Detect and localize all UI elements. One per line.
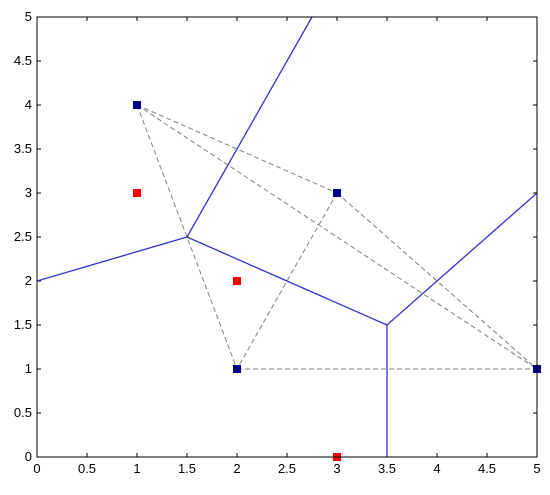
x-tick-label: 0.5 xyxy=(78,461,96,476)
delaunay-edges xyxy=(136,104,538,370)
x-tick-label: 5 xyxy=(533,461,540,476)
voronoi-edge xyxy=(36,236,188,282)
x-tick-label: 0 xyxy=(33,461,40,476)
voronoi-edges xyxy=(36,16,538,457)
query-point-marker xyxy=(133,189,141,197)
x-tick-label: 4 xyxy=(433,461,440,476)
y-tick-label: 4.5 xyxy=(14,53,32,68)
y-tick-label: 3.5 xyxy=(14,141,32,156)
x-tick-label: 2.5 xyxy=(278,461,296,476)
x-tick-label: 3 xyxy=(333,461,340,476)
delaunay-edge xyxy=(136,104,238,370)
site-point-marker xyxy=(133,101,141,109)
x-tick-label: 4.5 xyxy=(478,461,496,476)
x-tick-label: 3.5 xyxy=(378,461,396,476)
delaunay-edge xyxy=(336,192,538,370)
y-tick-label: 0 xyxy=(25,449,32,464)
voronoi-edge xyxy=(186,16,313,238)
site-point-marker xyxy=(233,365,241,373)
voronoi-edge xyxy=(186,236,388,326)
plot-frame xyxy=(36,16,538,458)
voronoi-edge xyxy=(386,192,538,326)
y-tick-label: 2.5 xyxy=(14,229,32,244)
plot-area xyxy=(37,17,537,457)
y-tick-label: 1.5 xyxy=(14,317,32,332)
y-tick-label: 2 xyxy=(25,273,32,288)
y-tick-label: 1 xyxy=(25,361,32,376)
site-point-marker xyxy=(333,189,341,197)
x-axis-ticks: 0 0.5 1 1.5 2 2.5 3 3.5 4 4.5 5 xyxy=(33,17,541,476)
y-tick-label: 5 xyxy=(25,9,32,24)
y-tick-label: 3 xyxy=(25,185,32,200)
y-tick-label: 4 xyxy=(25,97,32,112)
y-axis-ticks: 0 0.5 1 1.5 2 2.5 3 3.5 4 4.5 5 xyxy=(14,9,537,464)
query-point-marker xyxy=(233,277,241,285)
x-tick-label: 2 xyxy=(233,461,240,476)
y-tick-label: 0.5 xyxy=(14,405,32,420)
x-tick-label: 1.5 xyxy=(178,461,196,476)
delaunay-edge xyxy=(136,104,338,194)
delaunay-edge xyxy=(236,192,338,370)
x-tick-label: 1 xyxy=(133,461,140,476)
